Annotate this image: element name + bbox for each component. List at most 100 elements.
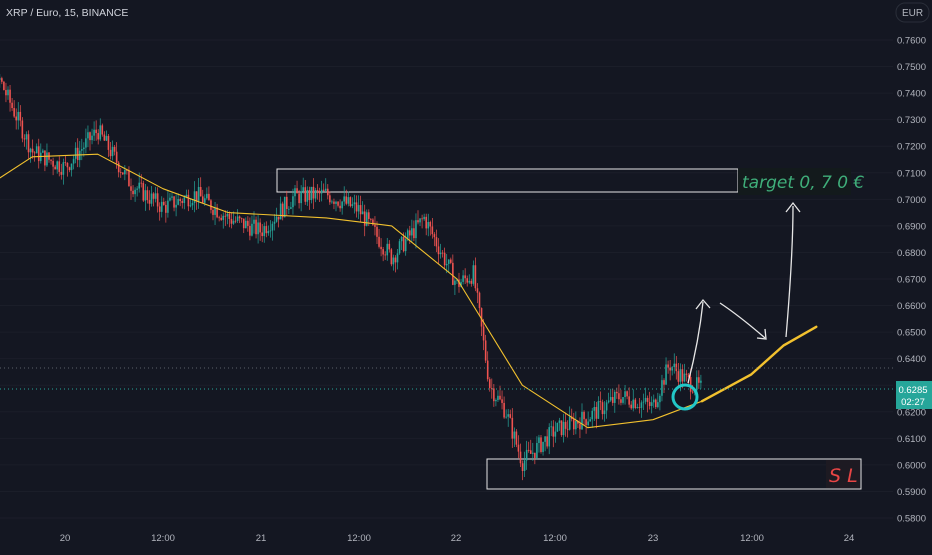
candle-body bbox=[351, 204, 354, 207]
candle-body bbox=[62, 162, 65, 175]
candle-body bbox=[642, 401, 645, 403]
candle-body bbox=[468, 280, 471, 283]
currency-button[interactable]: EUR bbox=[902, 8, 923, 19]
candle-body bbox=[185, 194, 188, 198]
candle-body bbox=[273, 221, 276, 224]
stop-loss-zone-box[interactable] bbox=[486, 458, 862, 490]
candle-body bbox=[156, 193, 159, 207]
candle-body bbox=[234, 220, 237, 222]
candle-body bbox=[126, 169, 128, 171]
candle-body bbox=[503, 402, 505, 418]
stop-loss-label[interactable]: S L bbox=[829, 465, 858, 487]
candles bbox=[0, 73, 702, 481]
candle-body bbox=[392, 257, 395, 265]
candle-body bbox=[355, 202, 358, 212]
candle-body bbox=[626, 391, 628, 397]
candle-body bbox=[581, 411, 583, 430]
candle-body bbox=[634, 399, 637, 409]
candle-body bbox=[130, 186, 132, 191]
projection-arrow-up[interactable] bbox=[687, 301, 704, 384]
candle-body bbox=[415, 220, 417, 239]
candle-body bbox=[603, 410, 606, 415]
candle-body bbox=[542, 441, 544, 452]
candle-body bbox=[277, 216, 280, 220]
candle-body bbox=[577, 420, 579, 424]
candle-body bbox=[165, 204, 167, 213]
candle-body bbox=[232, 220, 235, 224]
candle-body bbox=[175, 204, 177, 208]
candle-body bbox=[331, 201, 333, 203]
candle-body bbox=[306, 190, 309, 202]
candle-body bbox=[99, 125, 102, 140]
candle-body bbox=[218, 217, 220, 219]
projection-arrow-target[interactable] bbox=[785, 205, 794, 338]
target-label-background bbox=[738, 168, 851, 195]
current-price-tag[interactable] bbox=[896, 381, 932, 409]
candle-body bbox=[253, 219, 255, 224]
candle-body bbox=[251, 223, 253, 236]
target-label[interactable]: target 0, 7 0 € bbox=[742, 173, 864, 193]
price-tick: 0.6200 bbox=[897, 407, 926, 418]
candle-body bbox=[255, 219, 257, 235]
candle-body bbox=[372, 219, 374, 225]
time-axis[interactable]: 20 12:00 21 12:00 22 12:00 23 12:00 24 bbox=[60, 533, 855, 544]
candle-body bbox=[329, 195, 331, 203]
candle-body bbox=[493, 388, 495, 402]
candle-body bbox=[124, 169, 126, 175]
candle-body bbox=[671, 367, 673, 371]
candle-body bbox=[187, 194, 190, 207]
projection-arrow-down[interactable] bbox=[719, 302, 766, 339]
candle-body bbox=[15, 116, 17, 121]
candle-body bbox=[89, 132, 91, 141]
candle-body bbox=[58, 161, 61, 172]
candle-body bbox=[300, 191, 302, 204]
candle-body bbox=[44, 150, 46, 166]
price-tick: 0.7600 bbox=[897, 36, 926, 47]
candle-body bbox=[242, 218, 245, 229]
candle-body bbox=[585, 419, 587, 426]
price-tick: 0.6700 bbox=[897, 275, 926, 286]
candle-body bbox=[197, 187, 200, 201]
candle-body bbox=[628, 396, 630, 405]
candle-body bbox=[687, 374, 690, 378]
candle-body bbox=[544, 436, 546, 442]
candle-body bbox=[17, 111, 20, 121]
candle-body bbox=[193, 191, 196, 203]
candle-body bbox=[644, 397, 647, 402]
candle-body bbox=[454, 280, 456, 285]
candle-body bbox=[519, 451, 522, 464]
candle-body bbox=[607, 400, 610, 403]
candle-body bbox=[501, 399, 503, 403]
entry-circle[interactable] bbox=[671, 383, 699, 411]
candle-body bbox=[113, 146, 116, 152]
candle-body bbox=[589, 419, 591, 422]
candle-body bbox=[271, 223, 274, 231]
price-tick: 0.7400 bbox=[897, 89, 926, 100]
candle-body bbox=[68, 167, 71, 171]
candle-body bbox=[247, 220, 249, 226]
candle-body bbox=[579, 423, 581, 430]
candle-body bbox=[81, 149, 83, 151]
candle-body bbox=[390, 249, 393, 265]
projected-average-line[interactable] bbox=[700, 325, 818, 403]
candle-body bbox=[554, 431, 557, 437]
candle-body bbox=[515, 431, 518, 445]
candle-body bbox=[636, 407, 639, 409]
price-tick: 0.6800 bbox=[897, 248, 926, 259]
symbol-title[interactable]: XRP / Euro, 15, BINANCE bbox=[6, 7, 128, 19]
grid-lines bbox=[0, 39, 893, 519]
candle-body bbox=[261, 232, 263, 237]
currency-button-frame[interactable] bbox=[895, 2, 930, 23]
candle-body bbox=[152, 193, 155, 199]
candle-body bbox=[142, 183, 145, 201]
moving-average-line[interactable] bbox=[0, 153, 703, 429]
candle-body bbox=[74, 147, 77, 159]
price-tick: 0.7300 bbox=[897, 115, 926, 126]
candle-body bbox=[158, 206, 161, 212]
candle-body bbox=[409, 230, 411, 236]
candle-body bbox=[154, 193, 157, 199]
candle-body bbox=[290, 207, 292, 209]
candle-body bbox=[119, 172, 122, 173]
